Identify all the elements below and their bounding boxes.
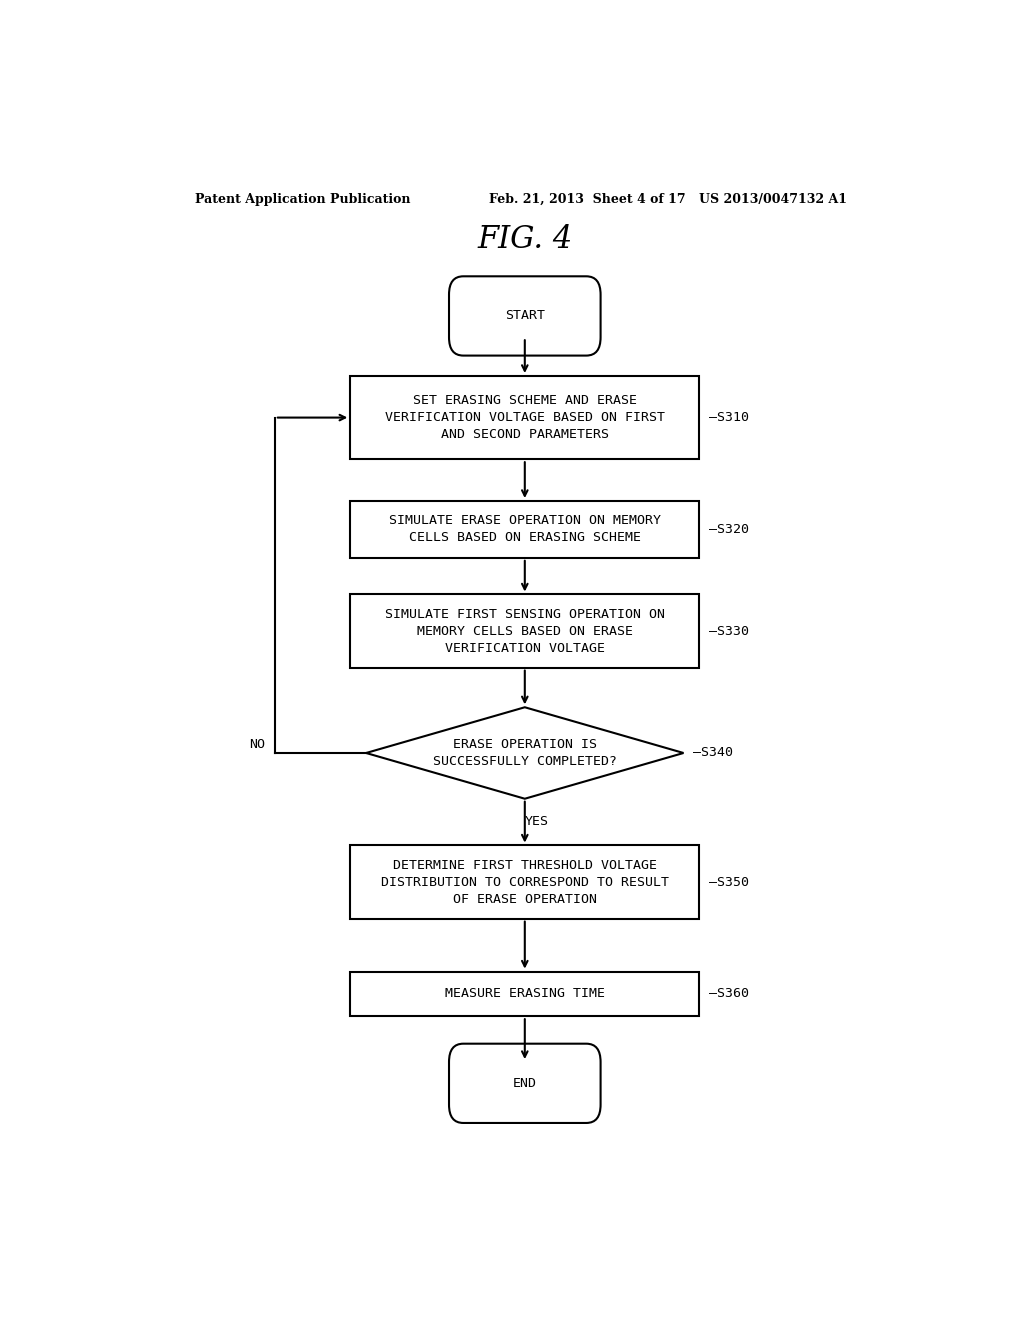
Bar bbox=[350, 500, 699, 558]
Bar bbox=[350, 846, 699, 919]
Polygon shape bbox=[367, 708, 684, 799]
FancyBboxPatch shape bbox=[449, 1044, 601, 1123]
Text: US 2013/0047132 A1: US 2013/0047132 A1 bbox=[699, 193, 848, 206]
Text: –S340: –S340 bbox=[693, 747, 733, 759]
Bar bbox=[350, 376, 699, 459]
Text: –S310: –S310 bbox=[709, 411, 749, 424]
Text: –S360: –S360 bbox=[709, 987, 749, 1001]
FancyBboxPatch shape bbox=[449, 276, 601, 355]
Text: SIMULATE ERASE OPERATION ON MEMORY
CELLS BASED ON ERASING SCHEME: SIMULATE ERASE OPERATION ON MEMORY CELLS… bbox=[389, 515, 660, 544]
Text: MEASURE ERASING TIME: MEASURE ERASING TIME bbox=[444, 987, 605, 1001]
Text: ERASE OPERATION IS
SUCCESSFULLY COMPLETED?: ERASE OPERATION IS SUCCESSFULLY COMPLETE… bbox=[433, 738, 616, 768]
Text: –S320: –S320 bbox=[709, 523, 749, 536]
Text: SIMULATE FIRST SENSING OPERATION ON
MEMORY CELLS BASED ON ERASE
VERIFICATION VOL: SIMULATE FIRST SENSING OPERATION ON MEMO… bbox=[385, 607, 665, 655]
Text: YES: YES bbox=[524, 814, 549, 828]
Text: END: END bbox=[513, 1077, 537, 1090]
Text: Feb. 21, 2013  Sheet 4 of 17: Feb. 21, 2013 Sheet 4 of 17 bbox=[489, 193, 686, 206]
Text: –S330: –S330 bbox=[709, 624, 749, 638]
Bar bbox=[350, 972, 699, 1016]
Bar bbox=[350, 594, 699, 668]
Text: START: START bbox=[505, 309, 545, 322]
Text: SET ERASING SCHEME AND ERASE
VERIFICATION VOLTAGE BASED ON FIRST
AND SECOND PARA: SET ERASING SCHEME AND ERASE VERIFICATIO… bbox=[385, 395, 665, 441]
Text: DETERMINE FIRST THRESHOLD VOLTAGE
DISTRIBUTION TO CORRESPOND TO RESULT
OF ERASE : DETERMINE FIRST THRESHOLD VOLTAGE DISTRI… bbox=[381, 858, 669, 906]
Text: –S350: –S350 bbox=[709, 875, 749, 888]
Text: Patent Application Publication: Patent Application Publication bbox=[196, 193, 411, 206]
Text: FIG. 4: FIG. 4 bbox=[477, 224, 572, 255]
Text: NO: NO bbox=[249, 738, 265, 751]
